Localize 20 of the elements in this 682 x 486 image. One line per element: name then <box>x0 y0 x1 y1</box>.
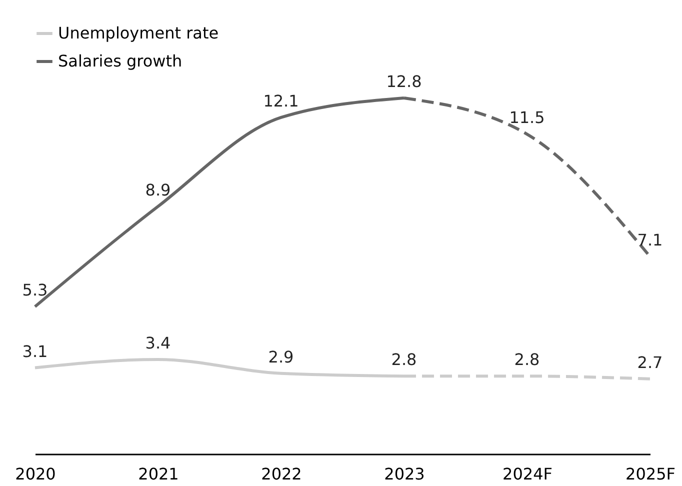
x-tick-label: 2022 <box>261 464 302 484</box>
data-label: 11.5 <box>509 108 545 128</box>
x-tick-label: 2020 <box>15 464 56 484</box>
data-label: 2.8 <box>514 350 540 370</box>
data-label: 2.7 <box>637 352 663 372</box>
x-tick-label: 2021 <box>138 464 179 484</box>
data-label: 12.1 <box>263 91 299 110</box>
legend-label: Salaries growth <box>58 52 182 70</box>
data-label: 3.4 <box>145 333 171 352</box>
data-label: 7.1 <box>637 230 663 250</box>
data-label: 12.8 <box>386 72 422 91</box>
data-label: 5.3 <box>22 280 48 300</box>
data-label: 2.8 <box>391 350 417 370</box>
x-tick-label: 2025F <box>626 464 676 484</box>
data-label: 3.1 <box>22 342 48 361</box>
x-tick-label: 2023 <box>384 464 425 484</box>
legend-label: Unemployment rate <box>58 24 219 42</box>
data-label: 8.9 <box>145 180 171 200</box>
x-tick-label: 2024F <box>502 464 552 484</box>
data-label: 2.9 <box>268 347 294 366</box>
